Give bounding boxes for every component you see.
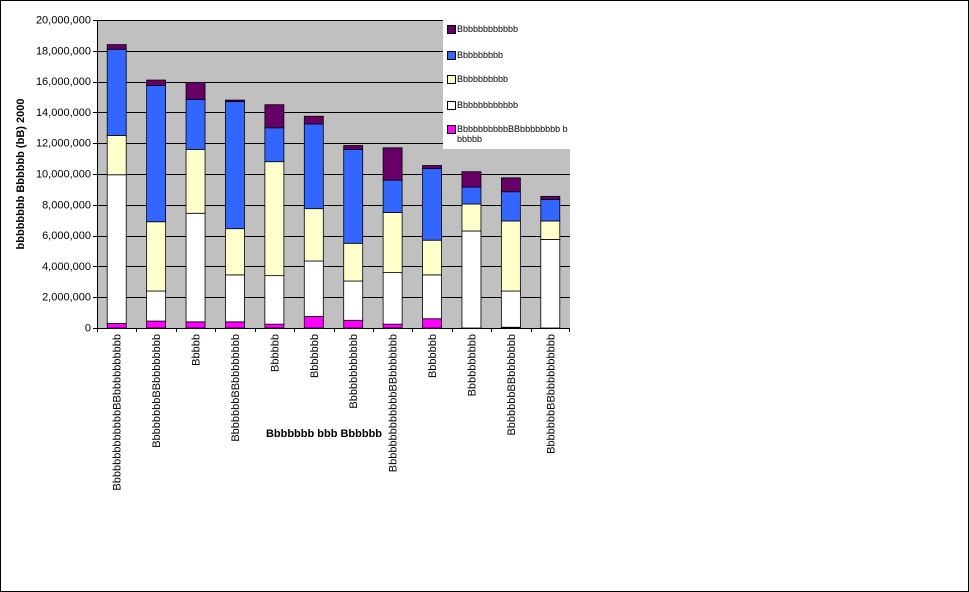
bar-segment: [225, 101, 245, 230]
x-tick-label: Bbbbbbbbbb: [466, 334, 478, 396]
bar-segment: [461, 203, 482, 232]
bar-segment: [343, 148, 364, 244]
legend-item: Bbbbbbbbbbbb: [447, 100, 569, 110]
bar-segment: [422, 274, 442, 320]
bar-segment: [343, 145, 364, 150]
bar-segment: [343, 280, 364, 321]
bar-segment: [303, 115, 324, 125]
legend-label: BbbbbbbbbbBBbbbbbbbb bbbbbb: [457, 124, 568, 144]
bar-segment: [500, 177, 521, 193]
x-tick-label: Bbbbbbbbbbbb: [348, 334, 360, 409]
bar-segment: [382, 212, 403, 273]
bar-segment: [461, 171, 482, 188]
bar-segment: [146, 79, 167, 86]
x-tick-label: BbbbbbbbbbbbbBBbbbbbbbbbb: [112, 334, 124, 491]
bar-segment: [461, 230, 482, 329]
bar-segment: [500, 220, 521, 292]
legend-item: Bbbbbbbbb: [447, 50, 569, 60]
bar-segment: [106, 44, 127, 50]
legend-label: Bbbbbbbbb: [457, 50, 504, 60]
bar-segment: [422, 165, 442, 170]
bar-segment: [303, 123, 324, 210]
x-tick-label: BbbbbbbbbbbbbBBbbbbbbb: [388, 334, 400, 472]
y-tick-label: 14,000,000: [36, 107, 91, 119]
x-tick-label: Bbbbbbb: [309, 334, 321, 378]
bar-segment: [540, 195, 561, 200]
legend-label: Bbbbbbbbbb: [457, 74, 509, 84]
bar-segment: [382, 147, 403, 181]
bar-segment: [422, 239, 442, 276]
bar-segment: [422, 168, 442, 241]
bar-segment: [225, 99, 245, 103]
legend-item: Bbbbbbbbbbbb: [447, 24, 569, 34]
bar-segment: [225, 228, 245, 276]
bar-segment: [225, 274, 245, 323]
y-tick-label: 16,000,000: [36, 76, 91, 88]
bar-segment: [106, 322, 127, 329]
bar-segment: [106, 48, 127, 136]
legend-swatch: [447, 25, 456, 34]
y-axis-title: bbbbbbbb Bbbbbb (bB) 2000: [15, 99, 27, 250]
legend-label: Bbbbbbbbbbbb: [457, 24, 519, 34]
y-tick-label: 10,000,000: [36, 169, 91, 181]
bar-segment: [540, 239, 561, 329]
bar-segment: [106, 174, 127, 324]
y-tick-label: 0: [85, 323, 91, 335]
legend-item: Bbbbbbbbbb: [447, 74, 569, 84]
bar-segment: [146, 85, 167, 223]
y-tick-label: 2,000,000: [42, 292, 91, 304]
bar-segment: [343, 242, 364, 282]
bar-segment: [264, 275, 285, 325]
x-tick-label: BbbbbbbBBbbbbbbb: [506, 334, 518, 436]
x-tick-label: BbbbbbbBBbbbbbbbbbb: [545, 334, 557, 454]
bar-segment: [106, 135, 127, 176]
y-tick-label: 12,000,000: [36, 138, 91, 150]
bar-segment: [343, 319, 364, 329]
x-tick-label: BbbbbbbBBbbbbbbbb: [230, 334, 242, 442]
legend-swatch: [447, 101, 456, 110]
bar-segment: [422, 318, 442, 329]
bar-segment: [185, 98, 206, 150]
bar-segment: [146, 320, 167, 329]
bar-segment: [146, 290, 167, 322]
bar-segment: [303, 316, 324, 329]
y-tick-label: 4,000,000: [42, 261, 91, 273]
x-axis-title: Bbbbbbb bbb Bbbbbb: [266, 428, 382, 440]
bar-segment: [185, 148, 206, 214]
legend-swatch: [447, 75, 456, 84]
bar-segment: [225, 321, 245, 329]
bar-segment: [500, 191, 521, 222]
bar-segment: [500, 290, 521, 328]
bar-segment: [382, 272, 403, 325]
bar-segment: [382, 323, 403, 329]
x-tick-label: BbbbbbbbBBbbbbbbbb: [151, 334, 163, 448]
y-tick-label: 18,000,000: [36, 45, 91, 57]
legend-item: BbbbbbbbbbBBbbbbbbbb bbbbbb: [447, 124, 569, 144]
x-tick-label: Bbbbbb: [269, 334, 281, 372]
x-tick-label: Bbbbb: [191, 334, 203, 366]
bar-segment: [540, 220, 561, 240]
legend: Bbbbbbbbbbbb Bbbbbbbbb Bbbbbbbbbb Bbbbbbbbb…: [443, 20, 570, 149]
y-tick-label: 8,000,000: [42, 199, 91, 211]
legend-swatch: [447, 51, 456, 60]
legend-swatch: [447, 125, 456, 134]
bar-segment: [264, 127, 285, 163]
y-tick-label: 20,000,000: [36, 15, 91, 27]
bar-segment: [185, 81, 206, 100]
bar-segment: [146, 221, 167, 292]
bar-segment: [264, 161, 285, 277]
bar-segment: [461, 186, 482, 205]
bar-segment: [303, 260, 324, 317]
bar-segment: [264, 104, 285, 129]
bar-segment: [382, 179, 403, 213]
bar-segment: [303, 208, 324, 262]
bar-segment: [185, 212, 206, 323]
x-tick-label: Bbbbbbb: [427, 334, 439, 378]
bar-segment: [540, 199, 561, 222]
bar-segment: [264, 323, 285, 329]
y-tick-label: 6,000,000: [42, 230, 91, 242]
legend-label: Bbbbbbbbbbbb: [457, 100, 519, 110]
bar-segment: [185, 321, 206, 329]
